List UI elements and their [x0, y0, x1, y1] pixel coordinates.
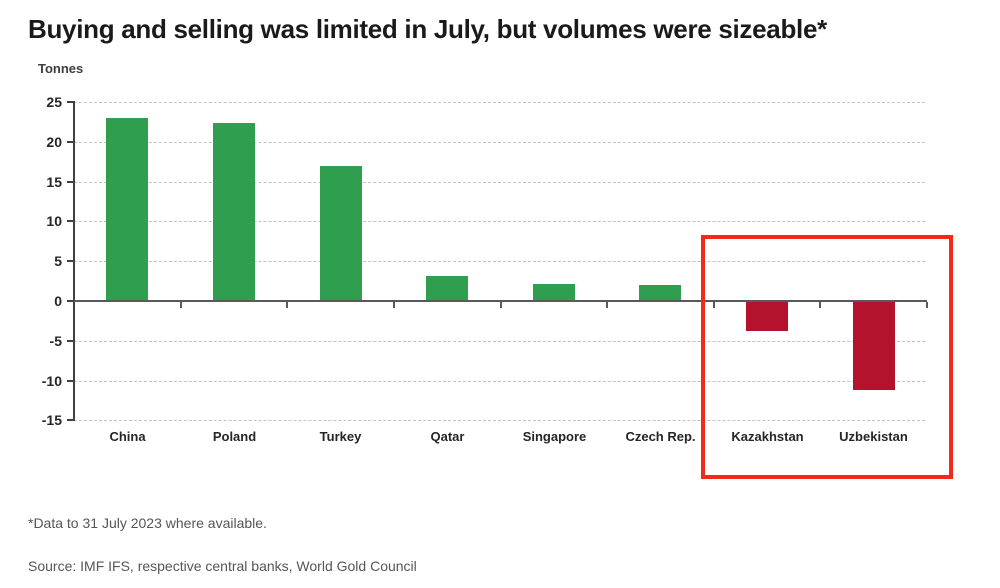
gridline-20 [74, 142, 925, 143]
x-axis-label-qatar: Qatar [430, 429, 465, 444]
source-line: Source: IMF IFS, respective central bank… [28, 558, 417, 574]
chart-title: Buying and selling was limited in July, … [28, 14, 827, 44]
bar-china [106, 118, 148, 301]
bar-czech-rep [639, 285, 681, 301]
y-axis-tick--15 [67, 419, 74, 421]
x-axis-tick-2 [286, 302, 288, 308]
bar-singapore [533, 284, 575, 301]
x-axis-label-uzbekistan: Uzbekistan [839, 429, 908, 444]
x-axis-tick-1 [180, 302, 182, 308]
x-axis-tick-6 [713, 302, 715, 308]
x-axis-label-singapore: Singapore [522, 429, 587, 444]
y-axis-tick-25 [67, 101, 74, 103]
x-axis-tick-3 [393, 302, 395, 308]
y-axis-tick-15 [67, 181, 74, 183]
y-axis-label-15: 15 [46, 174, 62, 190]
bar-chart: 25 20 15 10 5 0 -5 -10 -15 China Poland Turkey Qatar… [41, 94, 953, 479]
x-axis-label-turkey: Turkey [319, 429, 362, 444]
gridline--5 [74, 341, 925, 342]
bar-qatar [426, 276, 468, 301]
x-axis-label-poland: Poland [212, 429, 257, 444]
gridline--15 [74, 420, 925, 421]
gridline--10 [74, 381, 925, 382]
y-axis-tick-10 [67, 220, 74, 222]
y-axis-label-0: 0 [54, 293, 62, 309]
x-axis-label-kazakhstan: Kazakhstan [731, 429, 804, 444]
y-axis-tick-5 [67, 260, 74, 262]
gridline-15 [74, 182, 925, 183]
x-axis-label-czech-rep: Czech Rep. [625, 429, 696, 444]
y-axis-tick--10 [67, 380, 74, 382]
footnote: *Data to 31 July 2023 where available. [28, 515, 267, 531]
x-axis-tick-5 [606, 302, 608, 308]
y-axis-label--10: -10 [41, 373, 62, 389]
y-axis-label-25: 25 [46, 94, 62, 110]
gridline-25 [74, 102, 925, 103]
highlight-box [701, 235, 953, 479]
x-axis-tick-4 [500, 302, 502, 308]
gridline-5 [74, 261, 925, 262]
y-axis-tick--5 [67, 340, 74, 342]
y-axis-label-5: 5 [54, 253, 62, 269]
x-axis-zero-line [74, 300, 927, 302]
y-axis-line [73, 101, 75, 421]
y-axis-units-label: Tonnes [38, 61, 84, 76]
bar-turkey [320, 166, 362, 301]
bar-kazakhstan [746, 301, 788, 331]
y-axis-label--15: -15 [41, 412, 62, 428]
x-axis-label-china: China [109, 429, 146, 444]
y-axis-label-10: 10 [46, 213, 62, 229]
gridline-10 [74, 221, 925, 222]
x-axis-tick-7 [819, 302, 821, 308]
y-axis-label-20: 20 [46, 134, 62, 150]
bar-uzbekistan [853, 301, 895, 390]
y-axis-tick-20 [67, 141, 74, 143]
y-axis-tick-0 [67, 300, 74, 302]
y-axis-label--5: -5 [49, 333, 62, 349]
bar-poland [213, 123, 255, 301]
x-axis-tick-8 [926, 302, 928, 308]
